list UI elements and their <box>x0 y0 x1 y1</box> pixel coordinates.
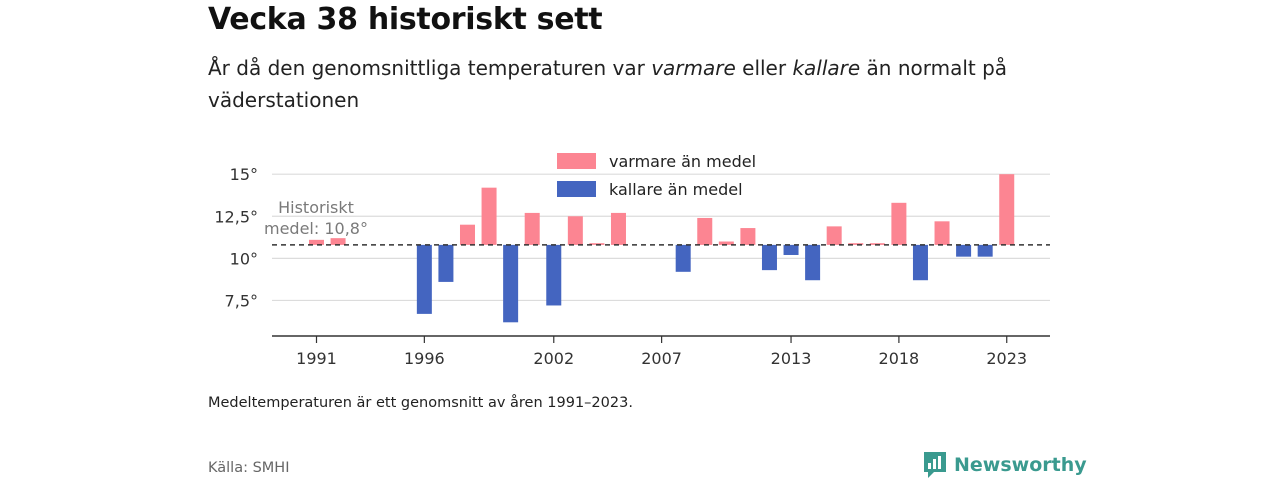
y-tick-label: 7,5° <box>225 291 258 310</box>
bar-cold <box>977 244 993 257</box>
bar-warm <box>589 243 605 245</box>
x-tick-label: 2018 <box>879 349 920 368</box>
bar-cold <box>416 244 432 314</box>
subtitle-text-1: År då den genomsnittliga temperaturen va… <box>208 56 652 80</box>
brand-logo[interactable]: Newsworthy <box>922 450 1087 480</box>
newsworthy-logo-icon <box>924 452 946 478</box>
bar-cold <box>438 244 454 282</box>
x-tick-label: 2007 <box>641 349 682 368</box>
bar-warm <box>524 212 540 245</box>
subtitle-text-3: än normalt på väderstationen <box>208 56 1008 112</box>
bar-warm <box>826 226 842 245</box>
bar-warm <box>718 241 734 245</box>
bar-warm <box>309 239 324 245</box>
bar-warm <box>459 224 475 245</box>
bar-cold <box>503 244 519 323</box>
subtitle-warm-word: varmare <box>651 56 736 80</box>
source-label: Källa: SMHI <box>208 460 290 476</box>
bar-warm <box>610 212 626 245</box>
bar-cold <box>956 244 972 257</box>
bar-warm <box>481 187 497 245</box>
baseline-label: Historiskt <box>278 198 354 217</box>
y-axis-ticks: 7,5° 10° 12,5° 15° <box>214 165 258 310</box>
legend: varmare än medel kallare än medel <box>557 152 756 199</box>
footnote: Medeltemperaturen är ett genomsnitt av å… <box>208 395 633 411</box>
bars <box>309 174 1015 323</box>
bar-cold <box>761 244 777 271</box>
baseline-label: medel: 10,8° <box>264 219 368 238</box>
bar-cold <box>912 244 928 281</box>
y-tick-label: 12,5° <box>214 207 258 226</box>
bar-cold <box>805 244 821 281</box>
x-tick-label: 1991 <box>296 349 337 368</box>
legend-swatch-cold <box>557 181 596 197</box>
brand-name: Newsworthy <box>954 454 1087 476</box>
bar-warm <box>697 217 713 245</box>
page-subtitle: År då den genomsnittliga temperaturen va… <box>208 52 1068 116</box>
y-tick-label: 10° <box>230 249 258 268</box>
bar-warm <box>934 221 950 245</box>
subtitle-cold-word: kallare <box>792 56 861 80</box>
x-axis: 1991 1996 2002 2007 2013 2018 2023 <box>272 335 1050 368</box>
bar-warm <box>567 216 583 245</box>
bar-cold <box>546 244 562 306</box>
legend-label-cold: kallare än medel <box>609 180 743 199</box>
baseline-group: Historiskt medel: 10,8° <box>262 196 1050 246</box>
bar-cold <box>675 244 691 272</box>
legend-label-warm: varmare än medel <box>609 152 756 171</box>
subtitle-text-2: eller <box>735 56 793 80</box>
bar-warm <box>330 238 346 245</box>
x-tick-label: 2002 <box>533 349 574 368</box>
legend-swatch-warm <box>557 153 596 169</box>
bar-warm <box>999 174 1015 245</box>
x-tick-label: 1996 <box>404 349 445 368</box>
y-tick-label: 15° <box>230 165 258 184</box>
x-tick-label: 2013 <box>771 349 812 368</box>
page-title: Vecka 38 historiskt sett <box>208 2 603 37</box>
x-tick-label: 2023 <box>986 349 1027 368</box>
bar-cold <box>783 244 799 255</box>
bar-warm <box>869 243 885 245</box>
temperature-bar-chart: 7,5° 10° 12,5° 15° Historiskt medel: 10,8° 1… <box>214 152 1050 368</box>
bar-warm <box>891 202 907 245</box>
bar-warm <box>740 228 756 245</box>
bar-warm <box>848 243 864 245</box>
